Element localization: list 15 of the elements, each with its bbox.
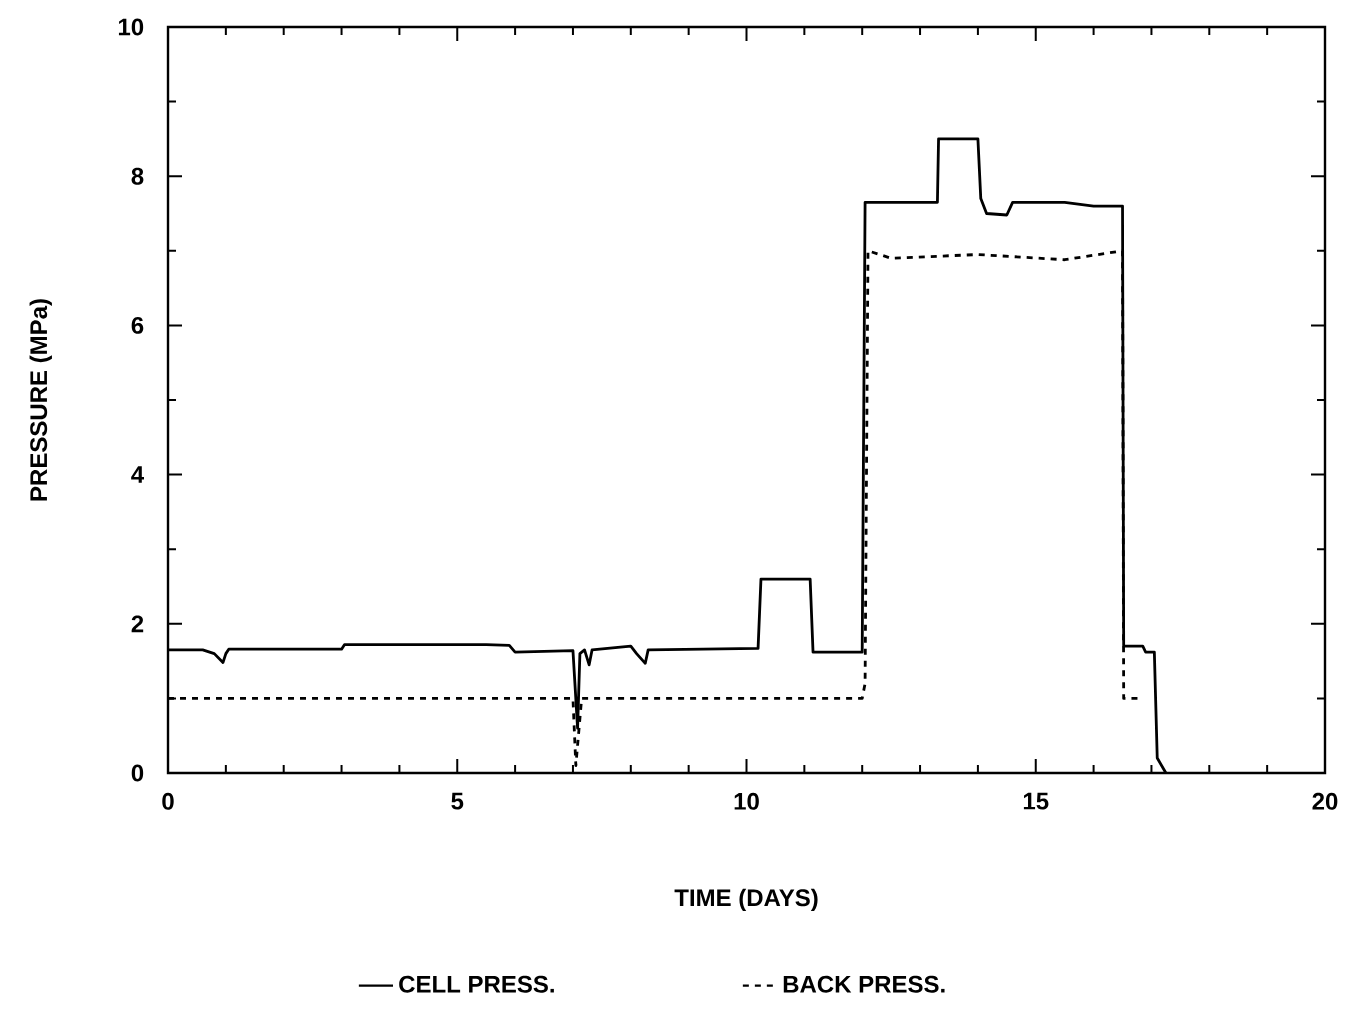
y-tick-label: 0 [131, 764, 144, 782]
y-axis-title: PRESSURE (MPa) [29, 299, 52, 501]
x-tick-label: 15 [1023, 792, 1049, 810]
x-tick-label: 5 [451, 792, 464, 810]
y-tick-label: 2 [131, 615, 144, 633]
x-tick-label: 10 [734, 792, 759, 810]
x-axis-title: TIME (DAYS) [674, 888, 818, 911]
legend-label: BACK PRESS. [783, 975, 945, 993]
legend-label: CELL PRESS. [399, 975, 554, 993]
y-tick-label: 6 [131, 316, 144, 334]
y-tick-label: 4 [131, 466, 144, 483]
y-tick-label: 8 [131, 167, 144, 185]
y-tick-label: 10 [118, 18, 144, 36]
x-tick-label: 0 [162, 792, 174, 810]
x-tick-label: 20 [1312, 792, 1338, 810]
